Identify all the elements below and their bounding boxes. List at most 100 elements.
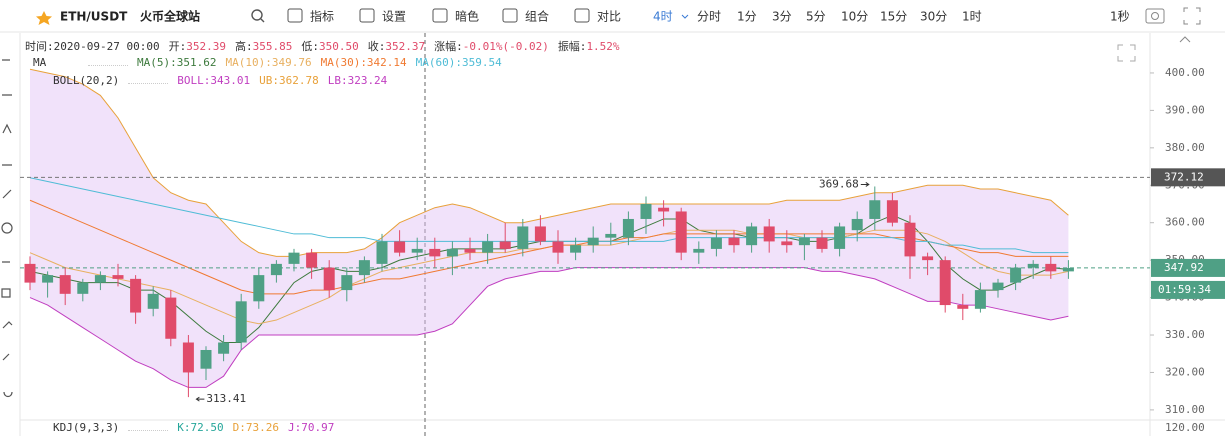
- candle-body: [798, 237, 810, 246]
- candle-body: [763, 226, 775, 242]
- tool-button[interactable]: 指标: [310, 9, 334, 24]
- collapse-icon[interactable]: [1179, 36, 1191, 43]
- interval-button[interactable]: 4时: [653, 10, 673, 24]
- candle-body: [605, 233, 617, 238]
- fullscreen-icon[interactable]: [1183, 7, 1201, 25]
- info-label: 涨幅:: [434, 40, 463, 53]
- tool-button[interactable]: 对比: [597, 10, 621, 24]
- interval-button[interactable]: 5分: [806, 10, 826, 24]
- y-tick-label: 320.00: [1165, 365, 1205, 378]
- info-item: 收:352.37: [368, 38, 425, 54]
- info-label: 低:: [301, 40, 319, 53]
- candle-body: [658, 207, 670, 212]
- candle-body: [42, 275, 54, 283]
- kdj-item: D:73.26: [232, 421, 279, 434]
- interval-button[interactable]: 分时: [697, 10, 721, 24]
- tool-button[interactable]: 组合: [525, 9, 549, 24]
- interval-button[interactable]: 30分: [920, 10, 947, 24]
- boll-legend: BOLL(20,2) BOLL:343.01 UB:362.78 LB:323.24: [53, 74, 387, 87]
- candle-body: [341, 275, 353, 291]
- ma-legend-item: MA(60):359.54: [415, 56, 502, 69]
- legend-icons[interactable]: [128, 74, 169, 84]
- candle-body: [411, 248, 423, 253]
- candle-body: [429, 248, 441, 257]
- tool-icon[interactable]: [502, 8, 518, 23]
- speed[interactable]: 1秒: [1110, 10, 1130, 24]
- candle-body: [130, 278, 142, 313]
- search-icon[interactable]: [251, 9, 263, 21]
- candle-body: [288, 252, 300, 264]
- candle-body: [816, 237, 828, 249]
- expand-icon[interactable]: [1117, 44, 1136, 62]
- ma-legend: MA MA(5):351.62 MA(10):349.76 MA(30):342.14…: [33, 56, 502, 69]
- tool-icon[interactable]: [432, 8, 448, 23]
- info-value: 352.39: [186, 40, 226, 53]
- indicator-line: [29, 177, 1069, 254]
- camera-icon[interactable]: [1145, 8, 1165, 24]
- candle-body: [851, 218, 863, 231]
- interval-button[interactable]: 10分: [841, 10, 868, 24]
- sidebar-icons[interactable]: [1, 59, 13, 398]
- info-label: 时间:: [25, 40, 54, 53]
- candle-body: [253, 275, 265, 302]
- candle-body: [482, 241, 494, 253]
- candle-body: [24, 263, 36, 283]
- tool-icon[interactable]: [574, 8, 590, 23]
- boll-label: BOLL(20,2): [53, 74, 120, 87]
- candle-body: [974, 290, 986, 309]
- star-icon[interactable]: [36, 11, 52, 25]
- info-label: 振幅:: [557, 40, 587, 53]
- kdj-axis-label: 120.00: [1165, 421, 1205, 434]
- candle-body: [622, 218, 634, 238]
- tool-button[interactable]: 设置: [382, 10, 406, 24]
- candle-body: [710, 237, 722, 249]
- info-value: 352.37: [385, 40, 426, 53]
- candle-body: [165, 297, 177, 339]
- dropdown-caret: [681, 14, 689, 19]
- ma-label: MA: [33, 56, 47, 69]
- candle-body: [235, 301, 247, 343]
- candle-body: [77, 282, 89, 294]
- info-value: 350.50: [318, 40, 359, 53]
- interval-button[interactable]: 1分: [737, 10, 757, 24]
- tool-icon[interactable]: [359, 8, 375, 23]
- candle-body: [358, 260, 370, 276]
- candle-body: [693, 248, 705, 253]
- candle-body: [147, 293, 159, 309]
- candle-body: [587, 237, 599, 246]
- tool-button[interactable]: 暗色: [455, 9, 479, 24]
- candle-body: [834, 226, 846, 249]
- candle-body: [376, 241, 388, 264]
- interval-button[interactable]: 1时: [962, 10, 982, 24]
- last-price: 347.92: [1164, 261, 1204, 274]
- countdown-tag: [1151, 280, 1225, 299]
- candle-body: [1062, 267, 1074, 272]
- candle-body: [464, 248, 476, 253]
- interval-button[interactable]: 3分: [772, 10, 792, 24]
- info-item: 低:350.50: [301, 38, 358, 54]
- camera-icon: [1151, 12, 1159, 20]
- y-tick-label: 310.00: [1165, 403, 1205, 416]
- tool-icon[interactable]: [287, 8, 303, 23]
- info-label: 高:: [234, 40, 253, 53]
- info-value: 355.85: [252, 40, 293, 53]
- candle-body: [306, 252, 318, 268]
- kdj-item: K:72.50: [177, 421, 224, 434]
- candle-body: [112, 275, 124, 279]
- y-tick-label: 360.00: [1165, 216, 1205, 229]
- candle-body: [992, 282, 1004, 291]
- legend-icons[interactable]: [88, 56, 128, 66]
- candle-body: [728, 237, 740, 246]
- ma-legend-item: MA(5):351.62: [137, 56, 217, 69]
- low-label: 313.41: [206, 392, 246, 405]
- ma-legend-item: MA(10):349.76: [225, 56, 312, 69]
- candle-body: [218, 342, 230, 354]
- info-value: 2020-09-27 00:00: [53, 40, 160, 53]
- interval-button[interactable]: 15分: [880, 10, 907, 24]
- candle-body: [270, 263, 282, 276]
- legend-icons[interactable]: [128, 421, 169, 431]
- symbol[interactable]: ETH/USDT: [60, 10, 128, 24]
- ohlc-info: 时间:2020-09-27 00:00 开:352.39 高:355.85 低:350…: [25, 38, 620, 54]
